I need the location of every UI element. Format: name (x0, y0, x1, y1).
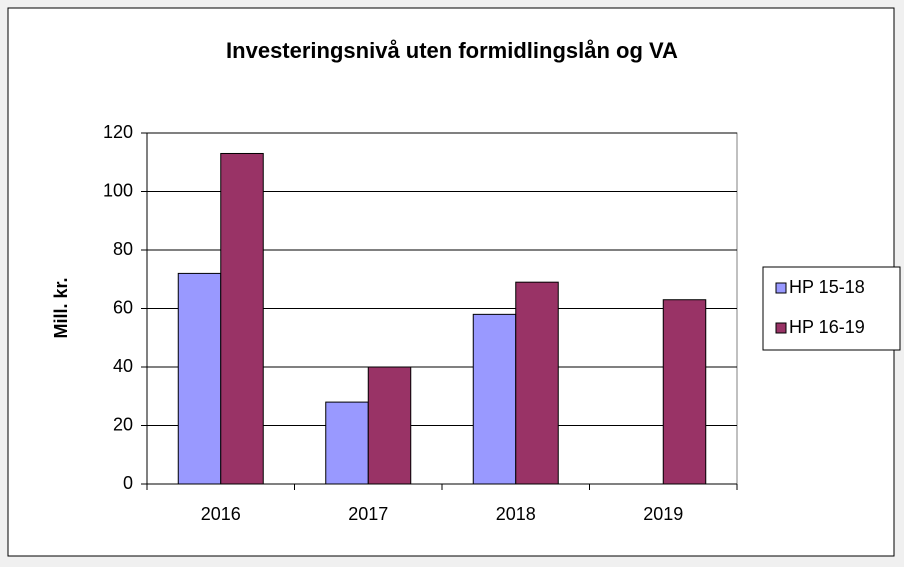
x-tick-label: 2016 (201, 504, 241, 524)
y-tick-label: 20 (113, 414, 133, 434)
bar (662, 299, 707, 485)
x-tick-label: 2019 (643, 504, 683, 524)
legend-swatch (775, 282, 787, 294)
legend (762, 266, 901, 351)
y-tick-label: 80 (113, 239, 133, 259)
bar (177, 272, 222, 485)
y-tick-label: 100 (103, 180, 133, 200)
bar (325, 401, 369, 485)
y-tick-label: 120 (103, 122, 133, 142)
bar (472, 313, 517, 485)
chart-title: Investeringsnivå uten formidlingslån og … (226, 38, 678, 63)
bar (220, 152, 264, 485)
bar (367, 366, 412, 485)
bar (515, 281, 559, 485)
legend-swatch (775, 322, 787, 334)
y-tick-label: 0 (123, 473, 133, 493)
y-tick-label: 40 (113, 356, 133, 376)
legend-label: HP 15-18 (789, 277, 865, 297)
y-axis-label: Mill. kr. (51, 277, 71, 338)
legend-label: HP 16-19 (789, 317, 865, 337)
x-tick-label: 2018 (496, 504, 536, 524)
y-tick-label: 60 (113, 297, 133, 317)
x-tick-label: 2017 (348, 504, 388, 524)
